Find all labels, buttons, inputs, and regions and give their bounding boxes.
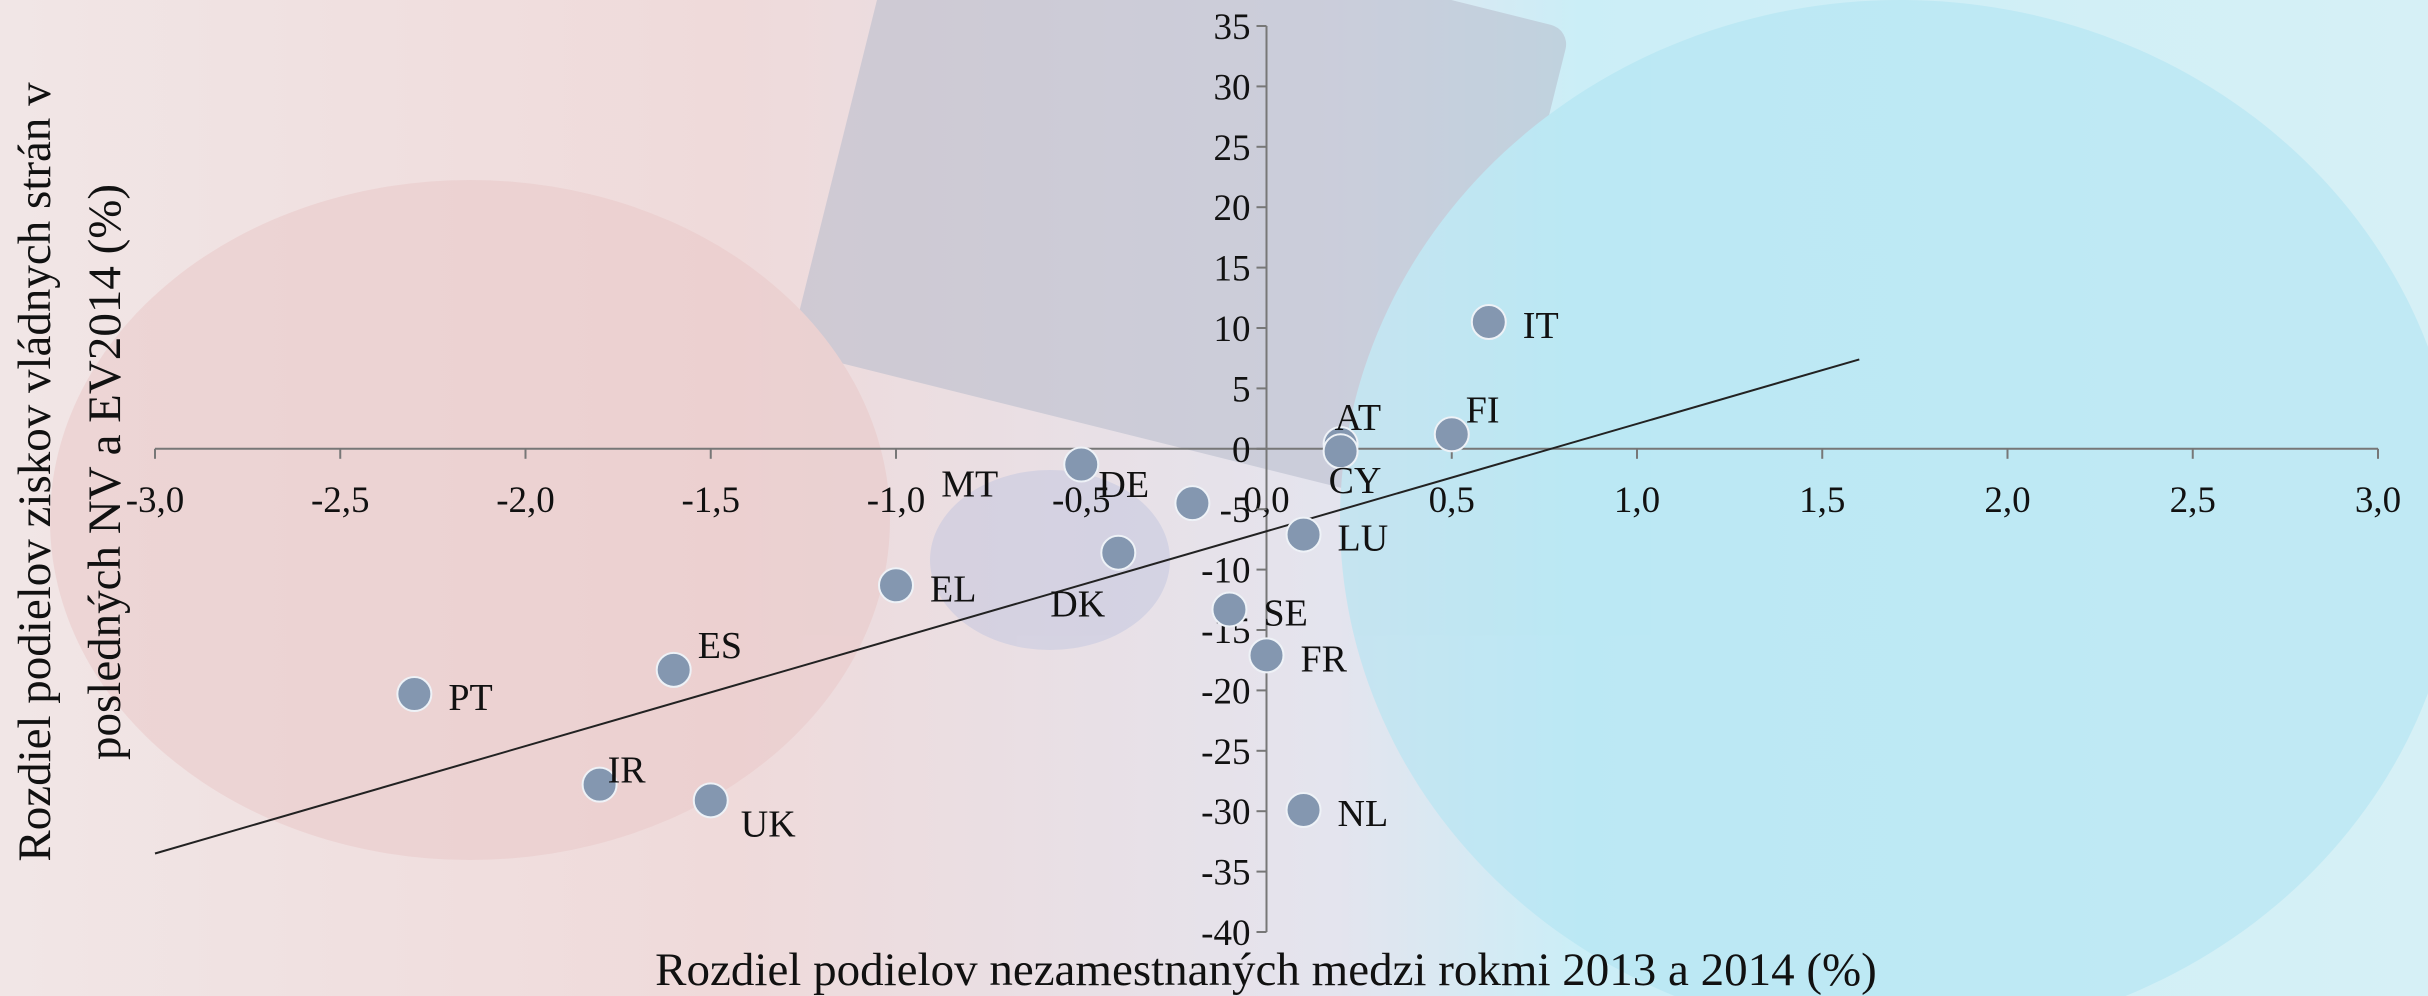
point-label: UK <box>741 803 796 845</box>
point <box>1064 448 1098 482</box>
y-tick-label: -35 <box>1201 853 1250 894</box>
point <box>1250 638 1284 672</box>
x-tick-label: -2,0 <box>496 480 555 521</box>
x-tick-label: 0,5 <box>1429 480 1475 521</box>
y-tick-label: -5 <box>1220 490 1251 531</box>
point-label: EL <box>930 568 976 610</box>
point-label: CY <box>1329 460 1382 502</box>
point <box>657 653 691 687</box>
point-label: NL <box>1338 793 1389 835</box>
y-tick-label: -30 <box>1201 792 1250 833</box>
x-tick-label: -1,5 <box>681 480 740 521</box>
x-tick-label: 2,5 <box>2170 480 2216 521</box>
x-tick-label: -3,0 <box>126 480 185 521</box>
y-tick-label: 10 <box>1214 309 1251 350</box>
y-tick-label: 15 <box>1214 249 1251 290</box>
point <box>397 677 431 711</box>
point-label: IT <box>1523 305 1559 347</box>
point <box>1435 417 1469 451</box>
x-tick-label: -1,0 <box>867 480 926 521</box>
point <box>1472 305 1506 339</box>
point-label: IR <box>608 750 647 792</box>
y-tick-label: 35 <box>1214 7 1251 48</box>
point-label: DE <box>1098 464 1149 506</box>
point <box>1287 793 1321 827</box>
point-label: FI <box>1466 389 1500 431</box>
x-tick-label: 3,0 <box>2355 480 2401 521</box>
x-tick-label: 1,5 <box>1799 480 1845 521</box>
y-tick-label: -20 <box>1201 671 1250 712</box>
point <box>1101 536 1135 570</box>
point <box>1175 486 1209 520</box>
y-tick-label: 30 <box>1214 67 1251 108</box>
point <box>1287 518 1321 552</box>
point <box>1212 592 1246 626</box>
y-axis-title: posledných NV a EV2014 (%) <box>79 184 131 760</box>
x-tick-label: 1,0 <box>1614 480 1660 521</box>
y-tick-label: 20 <box>1214 188 1251 229</box>
page: {"chart_data": { "type": "scatter", "x_l… <box>0 0 2428 996</box>
y-tick-label: -10 <box>1201 551 1250 592</box>
point-label: AT <box>1335 397 1381 439</box>
point-label: DK <box>1050 584 1105 626</box>
x-tick-label: 2,0 <box>1984 480 2030 521</box>
point-label: ES <box>698 625 742 667</box>
y-tick-label: -25 <box>1201 732 1250 773</box>
point-label: PT <box>448 677 492 719</box>
point <box>694 783 728 817</box>
point <box>879 568 913 602</box>
x-tick-label: -2,5 <box>311 480 370 521</box>
y-tick-label: 0 <box>1232 430 1251 471</box>
y-axis-title: Rozdiel podielov ziskov vládnych strán v <box>9 82 61 862</box>
y-tick-label: 5 <box>1232 369 1251 410</box>
chart: Rozdiel podielov nezamestnaných medzi ro… <box>0 0 2428 996</box>
point-label: SE <box>1263 592 1307 634</box>
point-label: FR <box>1301 638 1348 680</box>
y-tick-label: 25 <box>1214 128 1251 169</box>
x-axis-title: Rozdiel podielov nezamestnaných medzi ro… <box>655 944 1877 996</box>
point-label: LU <box>1338 518 1389 560</box>
y-tick-label: -40 <box>1201 913 1250 954</box>
point-label: MT <box>941 464 998 506</box>
